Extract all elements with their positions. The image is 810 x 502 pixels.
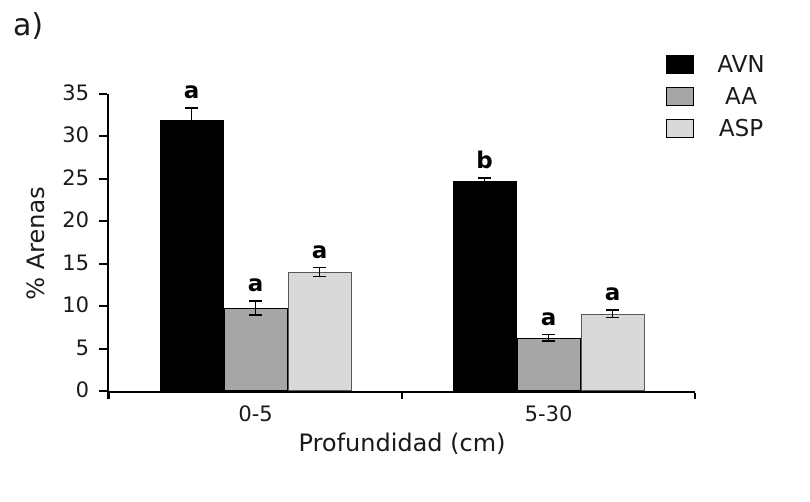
significance-letter: b bbox=[476, 148, 493, 174]
bar-ASP-5-30 bbox=[580, 313, 645, 391]
legend-label: AVN bbox=[717, 51, 765, 78]
error-bar-cap-top bbox=[542, 333, 555, 336]
y-tick-label: 25 bbox=[62, 165, 89, 190]
bar-AVN-0-5 bbox=[159, 120, 224, 391]
error-bar-cap-top bbox=[249, 300, 262, 302]
y-tick-label: 10 bbox=[62, 293, 89, 318]
legend: AVN AA ASP bbox=[666, 52, 776, 151]
y-axis-tick bbox=[99, 135, 107, 138]
error-bar-stem bbox=[483, 178, 486, 184]
error-bar-cap-bottom bbox=[478, 182, 491, 185]
y-tick-label: 0 bbox=[75, 378, 89, 402]
y-tick-label: 30 bbox=[62, 123, 89, 148]
y-axis-tick bbox=[99, 347, 107, 350]
y-axis-tick bbox=[99, 220, 107, 223]
significance-letter: a bbox=[247, 271, 264, 298]
y-axis-tick bbox=[99, 177, 107, 180]
panel-label: a) bbox=[13, 8, 44, 43]
legend-item-AA: AA bbox=[666, 84, 776, 110]
significance-letter: a bbox=[183, 78, 200, 105]
legend-swatch-AVN bbox=[666, 55, 694, 74]
significance-letter: a bbox=[540, 304, 557, 331]
error-bar-stem bbox=[547, 334, 550, 341]
legend-item-AVN: AVN bbox=[666, 52, 776, 78]
y-axis-tick bbox=[99, 262, 107, 265]
legend-item-ASP: ASP bbox=[666, 116, 776, 142]
error-bar-stem bbox=[190, 108, 193, 133]
y-axis-title: % Arenas bbox=[22, 186, 50, 300]
y-axis-tick bbox=[99, 390, 107, 392]
x-axis-tick bbox=[401, 393, 403, 399]
error-bar-cap-bottom bbox=[249, 314, 262, 316]
error-bar-cap-top bbox=[606, 309, 619, 311]
x-category-label-0-5: 0-5 bbox=[238, 402, 273, 426]
error-bar-cap-bottom bbox=[606, 316, 619, 319]
error-bar-stem bbox=[611, 310, 614, 318]
legend-label: ASP bbox=[718, 115, 764, 142]
error-bar-stem bbox=[254, 301, 257, 315]
legend-swatch-ASP bbox=[666, 119, 694, 138]
error-bar-cap-top bbox=[478, 177, 491, 179]
error-bar-cap-bottom bbox=[313, 275, 326, 278]
x-axis-tick bbox=[694, 393, 696, 399]
y-tick-label: 5 bbox=[75, 335, 89, 360]
y-tick-label: 35 bbox=[62, 81, 89, 105]
x-axis-title: Profundidad (cm) bbox=[298, 429, 506, 457]
error-bar-cap-top bbox=[185, 107, 198, 109]
error-bar-cap-top bbox=[313, 266, 326, 269]
y-axis-line bbox=[107, 94, 109, 399]
y-axis-tick bbox=[99, 305, 107, 308]
bar-AA-0-5 bbox=[223, 307, 288, 391]
x-category-label-5-30: 5-30 bbox=[524, 402, 573, 426]
y-tick-label: 20 bbox=[62, 208, 89, 233]
bar-ASP-0-5 bbox=[287, 272, 352, 391]
y-tick-label: 15 bbox=[62, 250, 89, 275]
error-bar-stem bbox=[318, 267, 321, 277]
legend-swatch-AA bbox=[666, 87, 694, 106]
y-axis-tick bbox=[99, 93, 107, 95]
x-axis-line bbox=[107, 391, 695, 393]
bar-AVN-5-30 bbox=[452, 180, 517, 391]
significance-letter: a bbox=[311, 237, 328, 264]
legend-label: AA bbox=[724, 83, 758, 110]
significance-letter: a bbox=[604, 280, 621, 307]
x-axis-tick bbox=[108, 393, 110, 399]
bar-AA-5-30 bbox=[516, 337, 581, 391]
error-bar-cap-bottom bbox=[185, 131, 198, 134]
error-bar-cap-bottom bbox=[542, 340, 555, 342]
